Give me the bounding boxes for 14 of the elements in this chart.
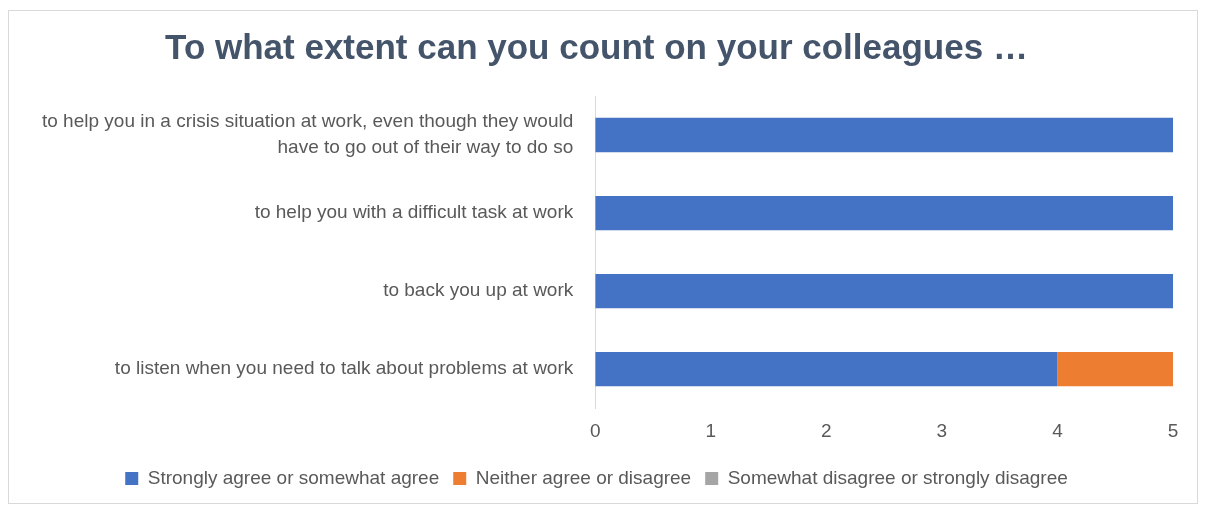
y-tick-label: to help you with a difficult task at work	[254, 201, 574, 223]
chart-title: To what extent can you count on your colleagues …	[165, 26, 1028, 66]
legend-label: Neither agree or disagree	[475, 466, 692, 488]
y-tick-label: to back you up at work	[383, 279, 574, 301]
x-tick-label: 4	[1052, 419, 1064, 441]
x-tick-label: 5	[1167, 419, 1179, 441]
legend-label: Strongly agree or somewhat agree	[147, 466, 440, 488]
x-tick-label: 0	[589, 419, 601, 441]
y-tick-label: to help you in a crisis situation at work, even though they would have to go out of their way to do so	[42, 110, 574, 158]
y-tick-label: to listen when you need to talk about problems at work	[114, 357, 574, 379]
x-tick-label: 1	[705, 419, 717, 441]
x-tick-label: 2	[821, 419, 832, 441]
x-tick-label: 3	[936, 419, 948, 441]
legend-label: Somewhat disagree or strongly disagree	[727, 466, 1068, 488]
